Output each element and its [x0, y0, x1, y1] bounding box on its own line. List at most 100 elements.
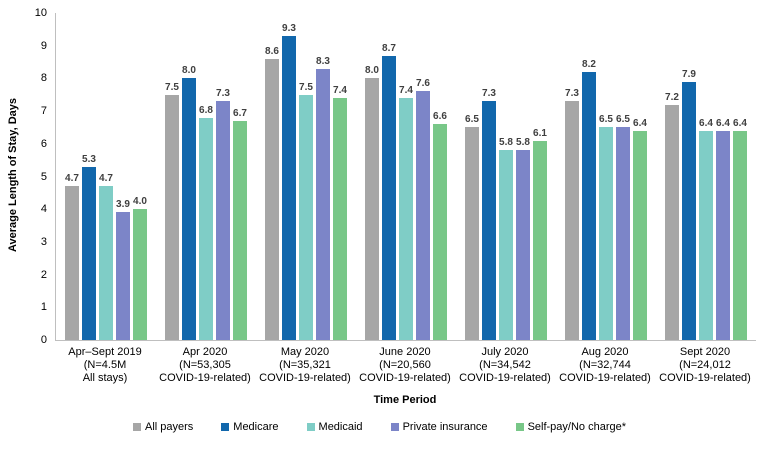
bar-medicare: [482, 101, 496, 340]
bar-value-label: 6.4: [716, 117, 730, 129]
bar-value-label: 7.3: [216, 88, 230, 100]
bar-value-label: 6.4: [733, 117, 747, 129]
bar-value-label: 8.7: [382, 42, 396, 54]
bar-column: 6.6: [433, 112, 447, 340]
bar-value-label: 7.6: [416, 78, 430, 90]
bar-private-insurance: [516, 150, 530, 340]
bar-value-label: 6.5: [599, 114, 613, 126]
bar-column: 6.4: [699, 117, 713, 340]
bar-column: 5.3: [82, 153, 96, 340]
y-axis-tick-label: 9: [40, 39, 47, 52]
bar-value-label: 8.0: [365, 65, 379, 77]
x-axis-tick-label: May 2020 (N=35,321 COVID-19-related): [259, 346, 351, 384]
x-axis-tick-label: Sept 2020 (N=24,012 COVID-19-related): [659, 346, 751, 384]
bar-column: 6.5: [465, 115, 479, 340]
bar-private-insurance: [316, 68, 330, 340]
bar-medicare: [582, 71, 596, 340]
legend-label: Medicaid: [318, 421, 363, 433]
legend-item-medicare: Medicare: [221, 421, 279, 433]
y-axis-tick-label: 0: [40, 334, 47, 346]
bar-value-label: 4.7: [99, 173, 113, 185]
bar-medicare: [82, 166, 96, 340]
bar-value-label: 9.3: [282, 22, 296, 34]
bar-medicaid: [399, 98, 413, 340]
bar-self-pay-no-charge: [633, 130, 647, 340]
bar-medicare: [682, 81, 696, 340]
bar-column: 6.5: [616, 115, 630, 340]
bar-column: 8.6: [265, 45, 279, 340]
bar-medicare: [382, 55, 396, 340]
legend-item-self-pay-no-charge: Self-pay/No charge*: [515, 421, 626, 433]
bar-value-label: 7.3: [565, 88, 579, 100]
bar-value-label: 5.3: [82, 153, 96, 165]
bar-all-payers: [565, 101, 579, 340]
y-axis-tick-label: 10: [34, 7, 47, 19]
bar-medicaid: [599, 127, 613, 340]
bar-group-6: 7.3 8.2 6.5 6.5 6.4: [556, 13, 656, 340]
bar-value-label: 8.3: [316, 55, 330, 67]
bar-value-label: 6.6: [433, 111, 447, 123]
bar-value-label: 6.5: [616, 114, 630, 126]
bar-column: 8.2: [582, 58, 596, 340]
bar-value-label: 8.0: [182, 65, 196, 77]
bar-value-label: 8.2: [582, 58, 596, 70]
bar-value-label: 6.8: [199, 104, 213, 116]
bar-column: 3.9: [116, 200, 130, 340]
x-axis-tick-label: Apr–Sept 2019 (N=4.5M All stays): [68, 346, 142, 384]
x-axis-title: Time Period: [373, 394, 437, 406]
legend-item-private-insurance: Private insurance: [390, 421, 488, 433]
x-axis-tick-label: June 2020 (N=20,560 COVID-19-related): [359, 346, 451, 384]
bar-column: 6.4: [733, 117, 747, 340]
bar-group-2: 7.5 8.0 6.8 7.3 6.7: [156, 13, 256, 340]
bar-column: 8.7: [382, 42, 396, 340]
bar-column: 5.8: [516, 138, 530, 340]
bar-value-label: 7.2: [665, 91, 679, 103]
bar-column: 7.5: [165, 81, 179, 340]
legend-item-all-payers: All payers: [132, 421, 194, 433]
bar-value-label: 7.4: [333, 85, 347, 97]
bar-value-label: 6.1: [533, 127, 547, 139]
bar-private-insurance: [716, 130, 730, 340]
bar-medicare: [182, 78, 196, 340]
bar-column: 7.6: [416, 79, 430, 340]
bar-group-5: 6.5 7.3 5.8 5.8 6.1: [456, 13, 556, 340]
bar-value-label: 3.9: [116, 199, 130, 211]
bar-private-insurance: [416, 91, 430, 340]
legend-swatch-icon: [306, 423, 315, 431]
bar-group-4: 8.0 8.7 7.4 7.6 6.6: [356, 13, 456, 340]
bar-self-pay-no-charge: [333, 98, 347, 340]
bar-value-label: 6.7: [233, 107, 247, 119]
bar-all-payers: [265, 58, 279, 340]
bar-column: 5.8: [499, 138, 513, 340]
bar-medicaid: [299, 94, 313, 340]
legend-swatch-icon: [515, 423, 524, 431]
bar-medicaid: [699, 130, 713, 340]
bar-value-label: 7.4: [399, 85, 413, 97]
bar-column: 7.2: [665, 91, 679, 340]
legend-label: All payers: [144, 421, 194, 433]
legend: All payers Medicare Medicaid Private insura…: [0, 421, 759, 433]
bar-value-label: 5.8: [499, 137, 513, 149]
y-axis-tick-label: 7: [40, 105, 47, 118]
bar-column: 6.1: [533, 127, 547, 340]
bar-self-pay-no-charge: [533, 140, 547, 340]
legend-item-medicaid: Medicaid: [306, 421, 363, 433]
bar-value-label: 7.3: [482, 88, 496, 100]
bar-value-label: 7.5: [165, 81, 179, 93]
bar-group-3: 8.6 9.3 7.5 8.3 7.4: [256, 13, 356, 340]
bar-value-label: 6.4: [699, 117, 713, 129]
bar-column: 6.4: [716, 117, 730, 340]
bar-column: 7.4: [399, 86, 413, 340]
bar-all-payers: [165, 94, 179, 340]
bar-value-label: 8.6: [265, 45, 279, 57]
legend-label: Medicare: [233, 421, 279, 433]
bar-column: 7.9: [682, 69, 696, 340]
bar-column: 8.0: [365, 66, 379, 340]
legend-swatch-icon: [132, 423, 141, 431]
bar-column: 7.3: [216, 89, 230, 340]
bar-column: 4.0: [133, 197, 147, 340]
legend-swatch-icon: [390, 423, 399, 431]
y-axis-tick-label: 4: [40, 203, 47, 216]
y-axis-tick-label: 5: [40, 170, 47, 183]
